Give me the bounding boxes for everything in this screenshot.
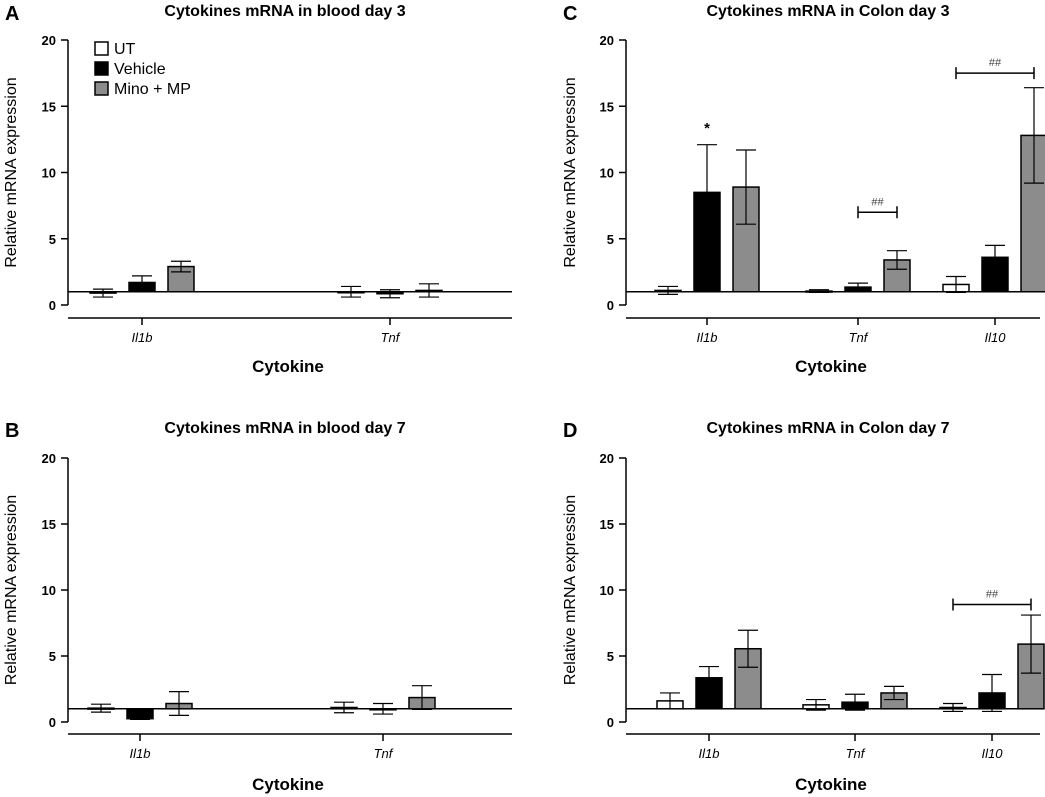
y-tick-label: 5 [607, 649, 614, 664]
y-tick-label: 10 [42, 166, 56, 181]
chart-title: Cytokines mRNA in Colon day 7 [707, 420, 950, 437]
panel-letter: A [5, 3, 19, 25]
y-tick-label: 10 [600, 583, 614, 598]
chart-panel-b: B Cytokines mRNA in blood day 7 0 5 10 15 20 Re… [3, 420, 512, 794]
x-axis-label: Cytokine [252, 357, 324, 376]
x-tick-label: Il10 [985, 330, 1007, 345]
chart-panel-a: A Cytokines mRNA in blood day 3 0 5 10 15 20 Re… [3, 3, 512, 376]
x-tick-label: Il1b [697, 330, 718, 345]
y-axis-label: Relative mRNA expression [3, 77, 20, 267]
legend-swatch-mino-mp [94, 81, 109, 96]
panel-letter: D [563, 420, 577, 442]
x-tick-label: Tnf [374, 746, 394, 761]
panel-letter: B [5, 420, 19, 442]
y-tick-label: 0 [607, 715, 614, 730]
x-axis-label: Cytokine [795, 357, 867, 376]
y-axis-label: Relative mRNA expression [3, 495, 20, 685]
x-tick-label: Il10 [982, 746, 1004, 761]
y-tick-label: 15 [42, 517, 56, 532]
legend-label: UT [114, 41, 136, 58]
panel-letter: C [563, 3, 577, 25]
y-tick-label: 5 [607, 232, 614, 247]
y-tick-label: 5 [49, 649, 56, 664]
y-tick-label: 0 [49, 715, 56, 730]
x-tick-label: Il1b [130, 746, 151, 761]
legend-swatch-ut [94, 41, 109, 56]
y-tick-label: 20 [600, 33, 614, 48]
x-axis-label: Cytokine [252, 775, 324, 794]
legend-label: Mino + MP [114, 81, 191, 98]
x-tick-label: Tnf [849, 330, 869, 345]
y-tick-label: 20 [42, 451, 56, 466]
x-tick-label: Il1b [132, 330, 153, 345]
chart-title: Cytokines mRNA in blood day 3 [164, 3, 405, 20]
y-tick-label: 0 [49, 298, 56, 313]
x-tick-label: Tnf [381, 330, 401, 345]
y-tick-label: 15 [600, 99, 614, 114]
y-tick-label: 15 [42, 99, 56, 114]
y-tick-label: 20 [42, 33, 56, 48]
y-tick-label: 0 [607, 298, 614, 313]
chart-title: Cytokines mRNA in Colon day 3 [707, 3, 950, 20]
y-tick-label: 15 [600, 517, 614, 532]
y-tick-label: 10 [42, 583, 56, 598]
y-tick-label: 20 [600, 451, 614, 466]
y-axis-label: Relative mRNA expression [562, 495, 579, 685]
legend-swatch-vehicle [94, 61, 109, 76]
significance-star: * [704, 120, 710, 137]
x-axis-label: Cytokine [795, 775, 867, 794]
y-tick-label: 10 [600, 166, 614, 181]
x-tick-label: Il1b [699, 746, 720, 761]
y-axis-label: Relative mRNA expression [562, 77, 579, 267]
legend: UT Vehicle Mino + MP [94, 41, 191, 98]
y-tick-label: 5 [49, 232, 56, 247]
significance-label: ## [989, 57, 1002, 69]
chart-panel-d: D Cytokines mRNA in Colon day 7 0 5 10 15 20 Re… [562, 420, 1045, 794]
legend-label: Vehicle [114, 61, 166, 78]
bar-mino-mp [1020, 134, 1045, 293]
x-tick-label: Tnf [846, 746, 866, 761]
chart-title: Cytokines mRNA in blood day 7 [164, 420, 405, 437]
bar-vehicle [126, 708, 154, 720]
significance-label: ## [986, 589, 999, 601]
chart-panel-c: C Cytokines mRNA in Colon day 3 0 5 10 15 20 Re… [562, 3, 1045, 376]
significance-label: ## [871, 196, 884, 208]
